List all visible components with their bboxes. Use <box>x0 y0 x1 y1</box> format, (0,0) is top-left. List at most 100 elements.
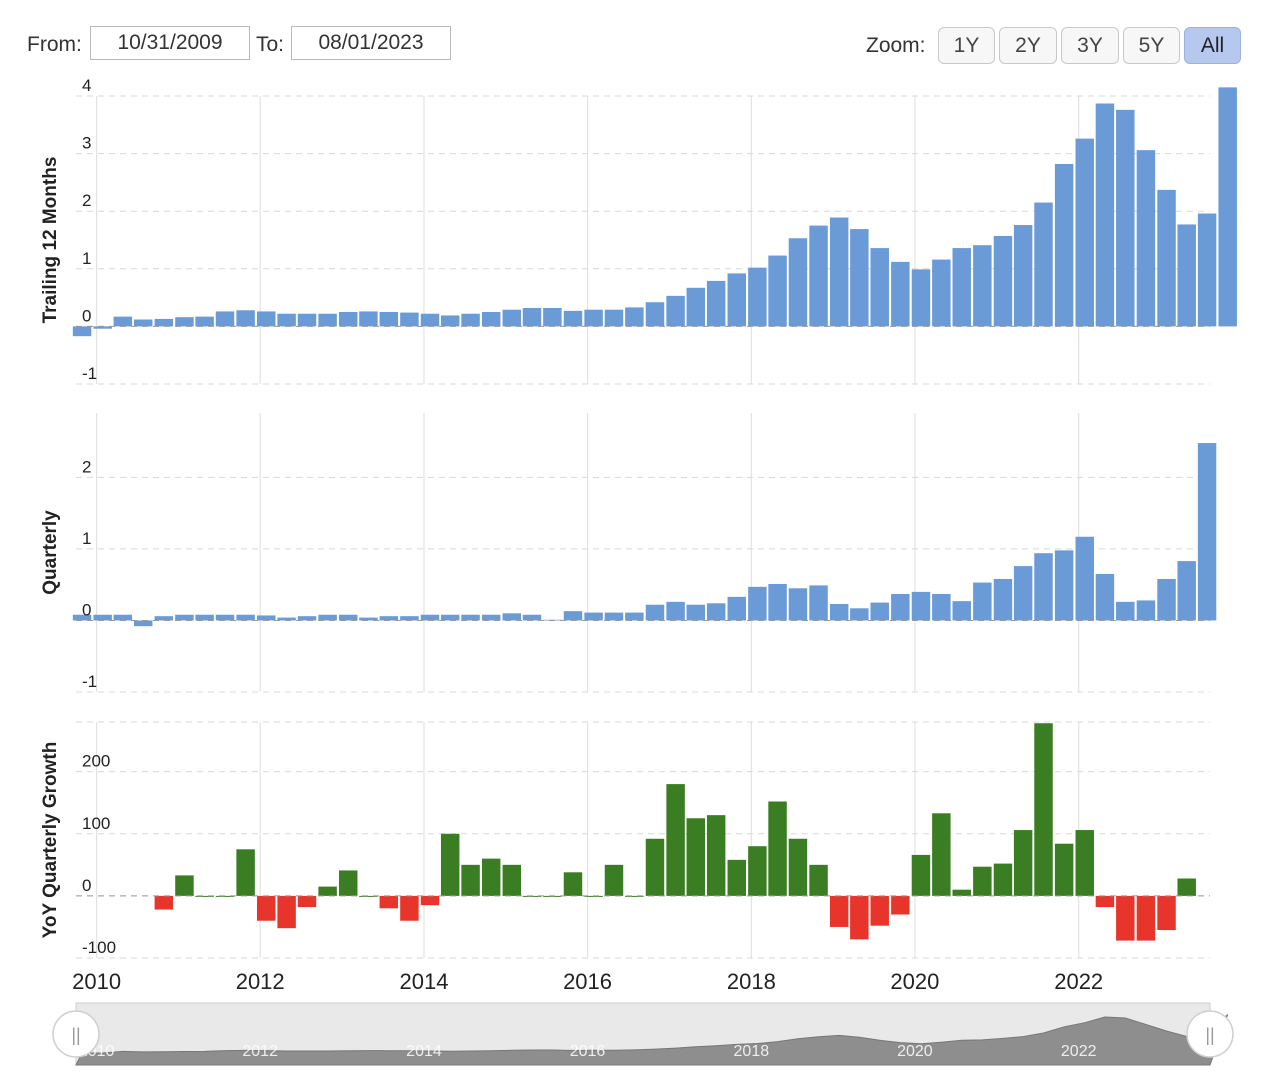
bar <box>461 864 480 896</box>
bar <box>543 307 562 327</box>
bar <box>277 617 296 621</box>
bar <box>645 838 665 896</box>
bar <box>584 612 603 621</box>
bar <box>788 838 808 896</box>
bar <box>339 614 358 621</box>
bar <box>809 225 828 327</box>
bar <box>440 315 460 327</box>
y-tick-label: -1 <box>82 672 97 691</box>
bar <box>563 611 583 621</box>
bar <box>891 261 910 327</box>
bar <box>1054 843 1074 896</box>
bar <box>973 582 992 621</box>
bar <box>359 895 378 897</box>
navigator-right-handle[interactable]: || <box>1186 1010 1234 1058</box>
bar <box>1177 561 1196 621</box>
bar <box>870 248 889 327</box>
bar <box>215 311 235 327</box>
bar <box>175 317 194 327</box>
bar <box>420 313 440 327</box>
to-label: To: <box>256 33 285 56</box>
bar <box>870 895 889 926</box>
bar <box>952 601 971 621</box>
bar <box>993 235 1013 327</box>
bar <box>195 895 214 897</box>
bar <box>379 616 399 621</box>
zoom-all-button[interactable]: All <box>1184 27 1241 64</box>
bar <box>1095 573 1115 621</box>
handle-circle <box>52 1010 100 1058</box>
bar <box>318 313 337 327</box>
bar <box>1197 443 1217 621</box>
bar <box>584 309 603 327</box>
bar <box>215 895 235 897</box>
bar <box>748 586 767 621</box>
bar <box>932 593 951 621</box>
bar <box>1075 536 1094 621</box>
navigator-series <box>75 1014 1229 1066</box>
bar <box>215 614 235 621</box>
bar <box>195 316 214 327</box>
bar <box>502 613 522 621</box>
bar <box>706 280 726 327</box>
bar <box>195 614 214 621</box>
y-tick-label: 100 <box>82 814 110 833</box>
bar <box>645 604 665 621</box>
zoom-5y-button[interactable]: 5Y <box>1123 27 1180 64</box>
bar <box>481 312 501 327</box>
bar <box>952 889 971 896</box>
bar <box>932 813 951 896</box>
bar <box>502 309 522 327</box>
bar <box>1116 895 1135 941</box>
chart-panel-2: -1 0 1 2 Quarterly <box>40 413 1217 693</box>
bar <box>768 255 787 327</box>
bar <box>1116 109 1135 327</box>
bar <box>359 617 378 621</box>
x-tick-label: 2014 <box>399 969 448 994</box>
bar <box>297 895 317 908</box>
bar <box>850 895 869 940</box>
bar <box>1034 202 1053 327</box>
bar <box>113 316 133 327</box>
zoom-3y-button[interactable]: 3Y <box>1061 27 1119 64</box>
bar <box>175 875 194 896</box>
navigator-tick-label: 2014 <box>406 1043 442 1060</box>
bar <box>829 604 849 621</box>
bar <box>400 895 419 921</box>
handle-grip-icon: || <box>1205 1025 1214 1045</box>
bar <box>481 614 501 621</box>
bar <box>318 614 337 621</box>
bar <box>1054 550 1074 621</box>
to-date-input[interactable]: 08/01/2023 <box>291 26 451 60</box>
bar <box>870 602 889 621</box>
bar <box>1116 601 1135 621</box>
bar <box>175 614 194 621</box>
bar <box>1075 830 1094 896</box>
bar <box>1095 895 1115 908</box>
handle-grip-icon: || <box>71 1025 80 1045</box>
range-selector-bar: From: 10/31/2009 To: 08/01/2023 Zoom: 1Y… <box>0 0 1270 80</box>
bar <box>686 604 705 621</box>
y-tick-label: 0 <box>82 600 91 619</box>
bar <box>625 307 644 327</box>
navigator-tick-label: 2016 <box>570 1043 606 1060</box>
zoom-1y-button[interactable]: 1Y <box>938 27 995 64</box>
bar <box>1136 600 1156 621</box>
y-tick-label: 0 <box>82 876 91 895</box>
from-date-input[interactable]: 10/31/2009 <box>90 26 250 60</box>
bar <box>911 854 931 896</box>
bar <box>1013 830 1033 896</box>
y-tick-label: 200 <box>82 752 110 771</box>
navigator-left-handle[interactable]: || <box>52 1010 100 1058</box>
bar <box>850 608 869 621</box>
bar <box>706 815 726 896</box>
bar <box>932 259 951 327</box>
bar <box>481 858 501 896</box>
bar <box>809 864 828 896</box>
bar <box>973 245 992 327</box>
bar <box>379 312 399 327</box>
bar <box>1034 553 1053 621</box>
zoom-2y-button[interactable]: 2Y <box>999 27 1057 64</box>
bar <box>277 313 296 327</box>
bar <box>400 312 419 327</box>
